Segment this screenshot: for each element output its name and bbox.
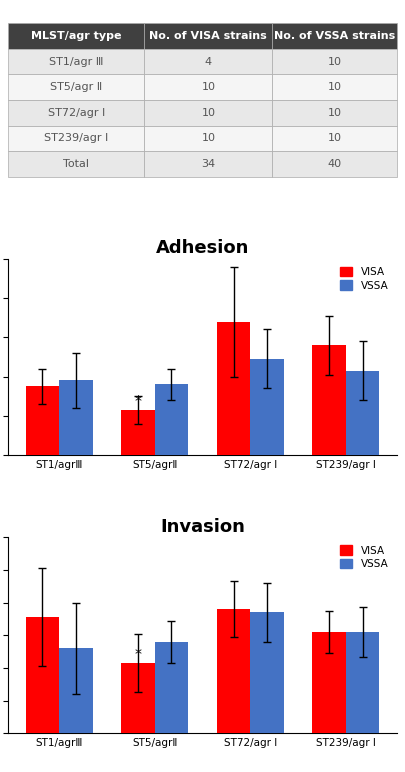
Bar (155, 642, 188, 733)
Bar (59, 381, 93, 455)
Legend: VISA, VSSA: VISA, VSSA (337, 542, 392, 572)
Bar (217, 609, 250, 733)
Bar (312, 345, 346, 455)
Bar (250, 612, 284, 733)
Bar (250, 359, 284, 455)
Text: *: * (134, 394, 141, 408)
Title: Adhesion: Adhesion (156, 239, 249, 257)
Bar (59, 648, 93, 733)
Bar (312, 632, 346, 733)
Bar (346, 632, 379, 733)
Bar (346, 371, 379, 455)
Bar (217, 322, 250, 455)
Bar (26, 387, 59, 455)
Title: Invasion: Invasion (160, 517, 245, 536)
Legend: VISA, VSSA: VISA, VSSA (337, 264, 392, 294)
Bar (155, 384, 188, 455)
Bar (122, 663, 155, 733)
Bar (26, 618, 59, 733)
Bar (122, 410, 155, 455)
Text: *: * (134, 648, 141, 662)
